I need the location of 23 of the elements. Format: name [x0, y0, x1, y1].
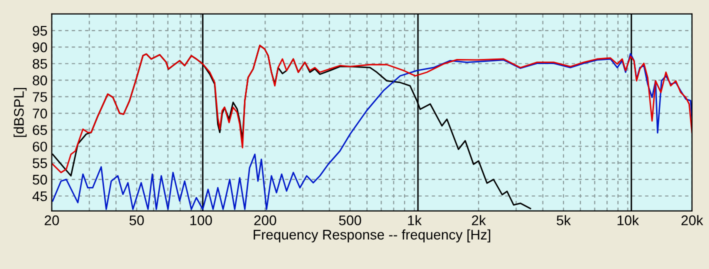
y-tick-label: 80 [32, 76, 48, 86]
y-axis-title: [dBSPL] [14, 88, 27, 137]
x-tick-label: 5k [556, 215, 571, 226]
y-tick-label: 95 [32, 26, 48, 36]
y-tick-label: 65 [32, 125, 48, 135]
y-tick-label: 55 [32, 158, 48, 168]
y-tick-label: 85 [32, 58, 48, 69]
x-tick-label: 10k [618, 215, 639, 226]
x-tick-label: 100 [190, 215, 212, 226]
y-tick-label: 75 [32, 92, 48, 102]
x-tick-label: 50 [130, 215, 144, 226]
x-tick-label: 500 [339, 215, 362, 226]
y-tick-label: 45 [32, 191, 48, 202]
y-tick-label: 90 [32, 42, 48, 52]
x-tick-label: 200 [254, 215, 276, 226]
x-tick-label: 2k [472, 215, 486, 226]
x-tick-label: 1k [408, 215, 422, 226]
y-tick-label: 50 [32, 174, 48, 185]
x-tick-label: 20 [44, 215, 59, 226]
y-tick-label: 70 [32, 108, 48, 118]
x-axis-title: Frequency Response -- frequency [Hz] [254, 229, 490, 242]
x-tick-label: 20k [681, 215, 704, 226]
y-tick-label: 60 [32, 142, 48, 152]
